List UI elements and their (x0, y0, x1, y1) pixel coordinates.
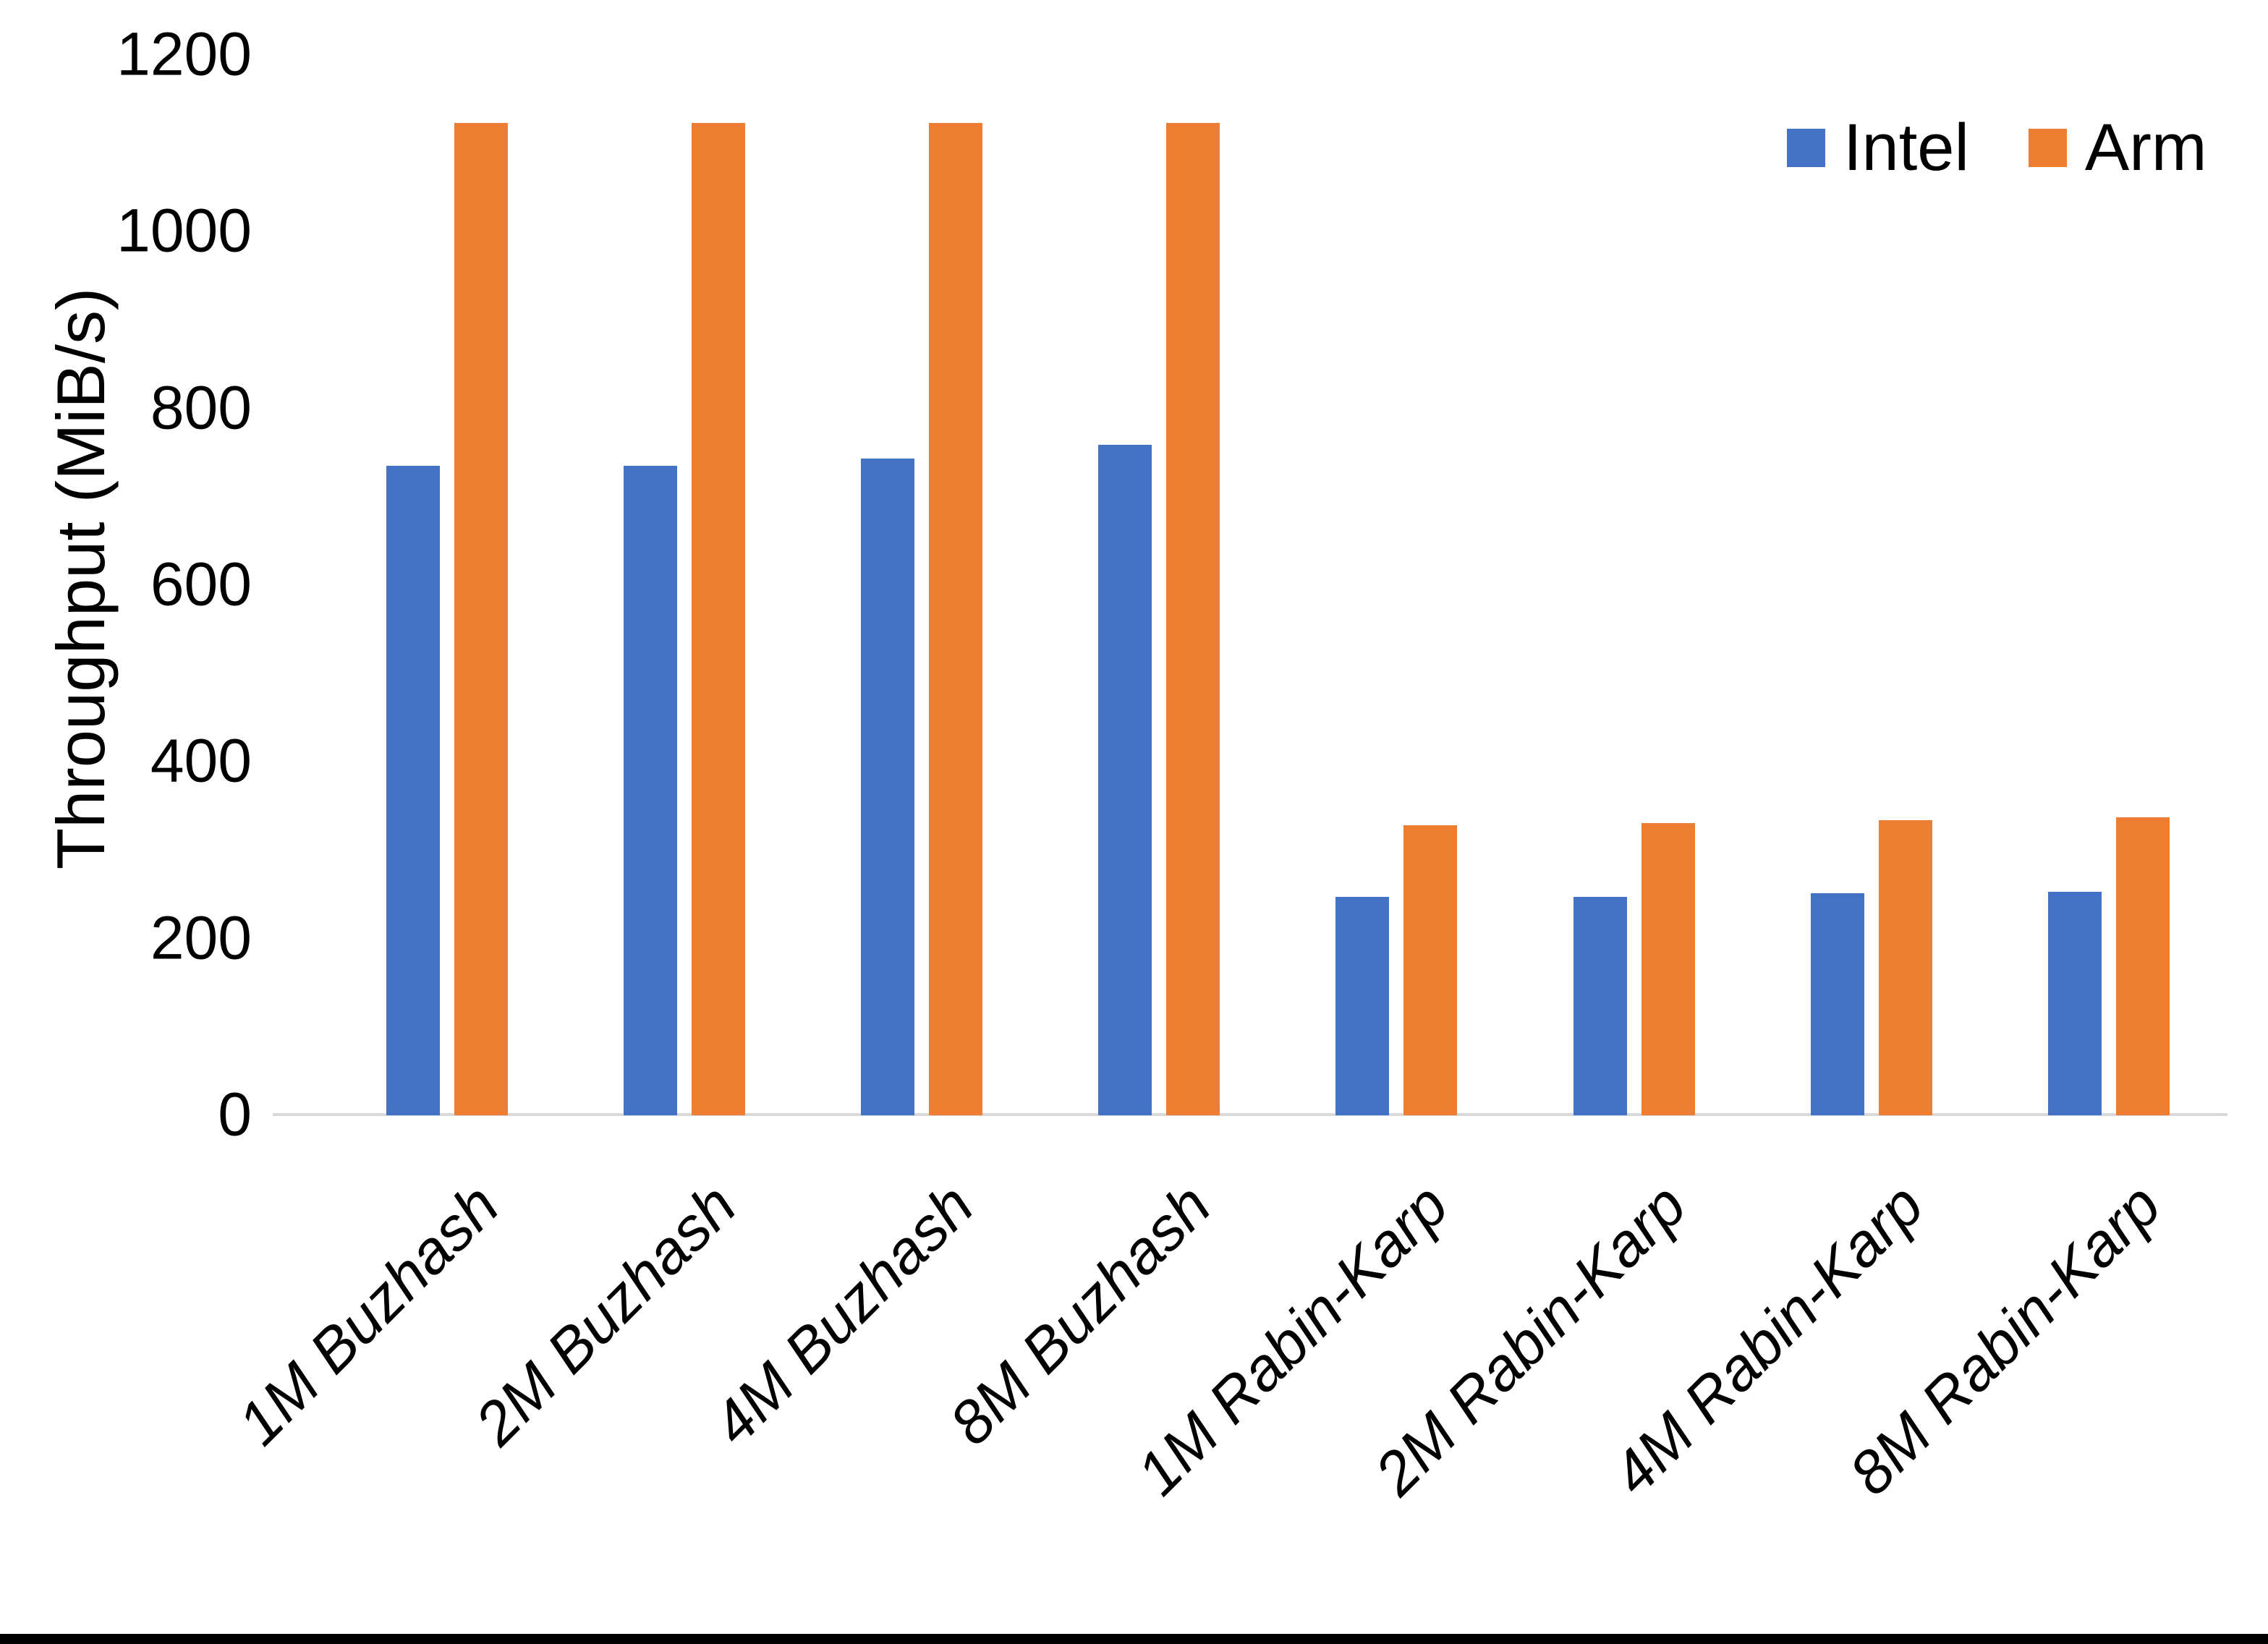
page-bottom-border (0, 1634, 2268, 1644)
bar-intel-1m-rabin-karp (1335, 897, 1390, 1115)
y-tick-label-200: 200 (150, 903, 252, 972)
y-tick-label-600: 600 (150, 550, 252, 618)
bar-arm-2m-buzhash (691, 123, 745, 1115)
legend-item-intel: Intel (1787, 110, 1969, 186)
bar-arm-1m-buzhash (454, 123, 508, 1115)
bar-arm-2m-rabin-karp (1641, 823, 1695, 1115)
x-axis-line (273, 1113, 2227, 1116)
legend-swatch-arm (2028, 129, 2067, 167)
legend-label-intel: Intel (1843, 111, 1969, 184)
y-tick-label-1000: 1000 (116, 196, 252, 265)
legend: Intel Arm (1787, 110, 2207, 186)
bar-intel-8m-rabin-karp (2047, 892, 2102, 1115)
legend-swatch-intel (1787, 129, 1825, 167)
bar-arm-4m-buzhash (928, 123, 982, 1115)
y-tick-label-1200: 1200 (116, 20, 252, 88)
bar-intel-4m-rabin-karp (1810, 893, 1864, 1115)
legend-label-arm: Arm (2084, 111, 2207, 184)
bar-arm-4m-rabin-karp (1878, 820, 1932, 1115)
y-tick-label-0: 0 (218, 1080, 252, 1149)
y-axis-title: Throughput (MiB/s) (43, 287, 119, 870)
bar-intel-2m-buzhash (623, 466, 677, 1115)
bar-arm-8m-rabin-karp (2115, 817, 2170, 1115)
bar-arm-1m-rabin-karp (1403, 825, 1458, 1115)
bar-intel-4m-buzhash (860, 459, 914, 1115)
y-tick-label-800: 800 (150, 373, 252, 442)
legend-item-arm: Arm (2028, 110, 2207, 186)
bar-intel-1m-buzhash (386, 466, 440, 1115)
bar-arm-8m-buzhash (1166, 123, 1220, 1115)
y-tick-label-400: 400 (150, 726, 252, 795)
bar-intel-8m-buzhash (1098, 445, 1152, 1115)
bar-intel-2m-rabin-karp (1573, 897, 1627, 1115)
